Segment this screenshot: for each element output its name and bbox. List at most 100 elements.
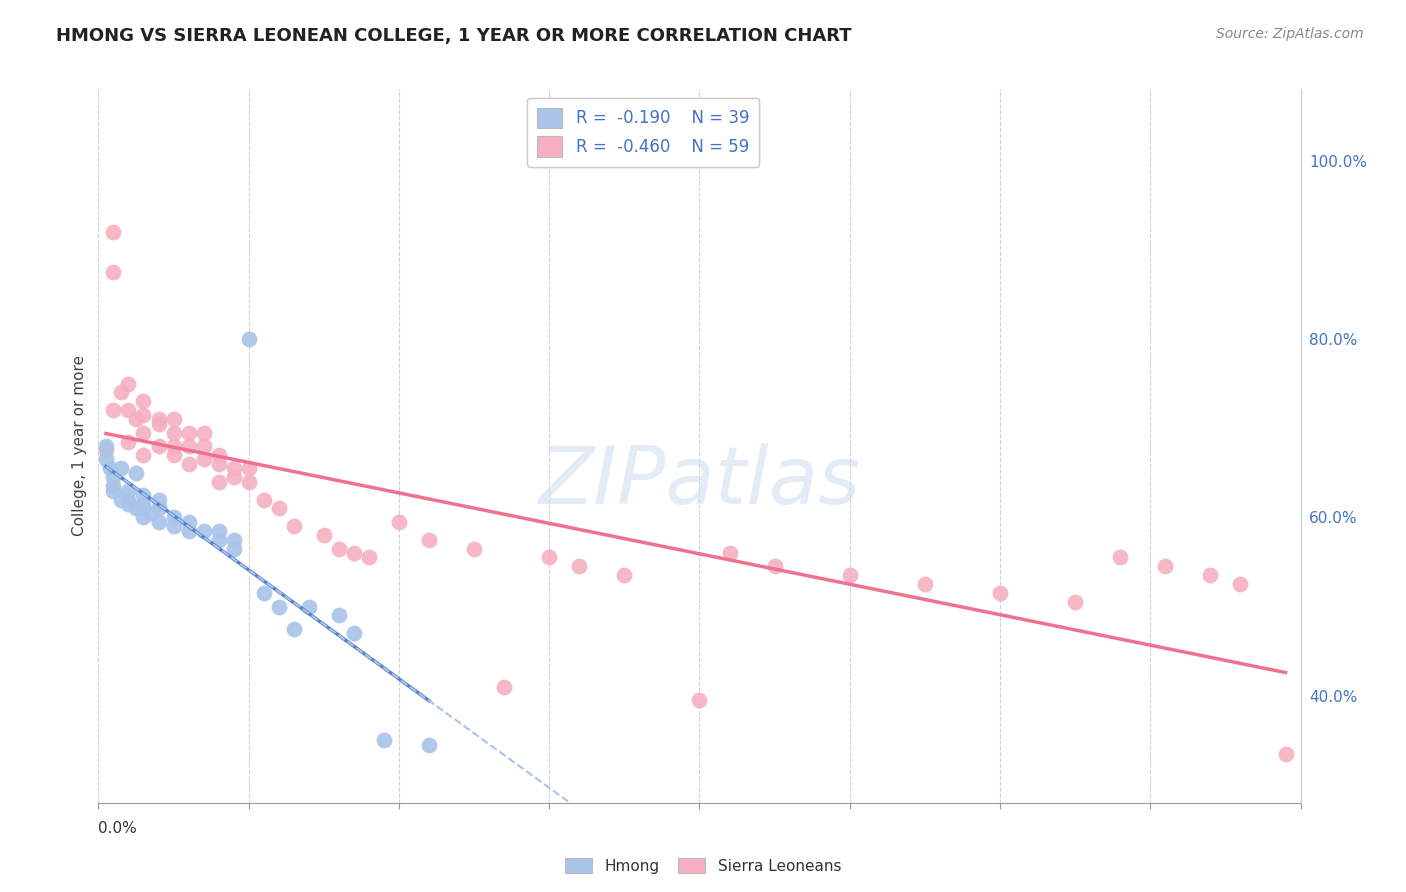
- Text: 0.0%: 0.0%: [98, 821, 138, 836]
- Point: [94, 452, 117, 467]
- Point: [148, 501, 170, 516]
- Point: [162, 412, 184, 426]
- Point: [132, 394, 155, 409]
- Point: [117, 492, 139, 507]
- Legend: Hmong, Sierra Leoneans: Hmong, Sierra Leoneans: [558, 852, 848, 880]
- Point: [162, 448, 184, 462]
- Point: [1109, 550, 1132, 565]
- Point: [117, 497, 139, 511]
- Point: [222, 533, 245, 547]
- Point: [208, 533, 231, 547]
- Point: [148, 439, 170, 453]
- Point: [132, 408, 155, 422]
- Point: [94, 439, 117, 453]
- Point: [117, 403, 139, 417]
- Point: [177, 524, 200, 538]
- Point: [103, 479, 125, 493]
- Point: [238, 332, 260, 346]
- Point: [132, 448, 155, 462]
- Point: [208, 524, 231, 538]
- Point: [148, 492, 170, 507]
- Point: [253, 586, 276, 600]
- Point: [208, 448, 231, 462]
- Point: [238, 461, 260, 475]
- Point: [177, 439, 200, 453]
- Point: [162, 510, 184, 524]
- Point: [110, 492, 132, 507]
- Point: [988, 586, 1011, 600]
- Point: [267, 501, 290, 516]
- Point: [125, 412, 148, 426]
- Point: [177, 515, 200, 529]
- Point: [838, 568, 860, 582]
- Point: [132, 497, 155, 511]
- Point: [312, 528, 335, 542]
- Legend: R =  -0.190    N = 39, R =  -0.460    N = 59: R = -0.190 N = 39, R = -0.460 N = 59: [527, 97, 759, 167]
- Point: [117, 376, 139, 391]
- Point: [1154, 559, 1177, 574]
- Point: [267, 599, 290, 614]
- Point: [463, 541, 485, 556]
- Point: [494, 680, 516, 694]
- Y-axis label: College, 1 year or more: College, 1 year or more: [72, 356, 87, 536]
- Point: [763, 559, 786, 574]
- Point: [373, 733, 395, 747]
- Point: [148, 417, 170, 431]
- Point: [162, 519, 184, 533]
- Point: [418, 738, 440, 752]
- Point: [193, 452, 215, 467]
- Point: [418, 533, 440, 547]
- Point: [103, 225, 125, 239]
- Point: [253, 492, 276, 507]
- Point: [238, 475, 260, 489]
- Point: [103, 470, 125, 484]
- Text: Source: ZipAtlas.com: Source: ZipAtlas.com: [1216, 27, 1364, 41]
- Point: [132, 425, 155, 440]
- Point: [328, 541, 350, 556]
- Point: [100, 461, 122, 475]
- Point: [222, 461, 245, 475]
- Point: [343, 546, 366, 560]
- Point: [193, 524, 215, 538]
- Point: [568, 559, 591, 574]
- Point: [1064, 595, 1087, 609]
- Point: [193, 439, 215, 453]
- Point: [132, 488, 155, 502]
- Point: [148, 412, 170, 426]
- Text: HMONG VS SIERRA LEONEAN COLLEGE, 1 YEAR OR MORE CORRELATION CHART: HMONG VS SIERRA LEONEAN COLLEGE, 1 YEAR …: [56, 27, 852, 45]
- Point: [117, 483, 139, 498]
- Point: [1199, 568, 1222, 582]
- Point: [177, 425, 200, 440]
- Point: [1274, 747, 1296, 761]
- Point: [328, 608, 350, 623]
- Point: [388, 515, 411, 529]
- Text: ZIPatlas: ZIPatlas: [538, 442, 860, 521]
- Point: [94, 443, 117, 458]
- Point: [132, 501, 155, 516]
- Point: [208, 457, 231, 471]
- Point: [357, 550, 380, 565]
- Point: [103, 265, 125, 279]
- Point: [162, 439, 184, 453]
- Point: [125, 501, 148, 516]
- Point: [613, 568, 636, 582]
- Point: [283, 519, 305, 533]
- Point: [139, 506, 162, 520]
- Point: [538, 550, 561, 565]
- Point: [125, 466, 148, 480]
- Point: [110, 385, 132, 400]
- Point: [343, 626, 366, 640]
- Point: [914, 577, 936, 591]
- Point: [222, 541, 245, 556]
- Point: [222, 470, 245, 484]
- Point: [718, 546, 741, 560]
- Point: [103, 403, 125, 417]
- Point: [208, 475, 231, 489]
- Point: [103, 483, 125, 498]
- Point: [177, 457, 200, 471]
- Point: [132, 510, 155, 524]
- Point: [298, 599, 321, 614]
- Point: [193, 425, 215, 440]
- Point: [283, 622, 305, 636]
- Point: [1229, 577, 1251, 591]
